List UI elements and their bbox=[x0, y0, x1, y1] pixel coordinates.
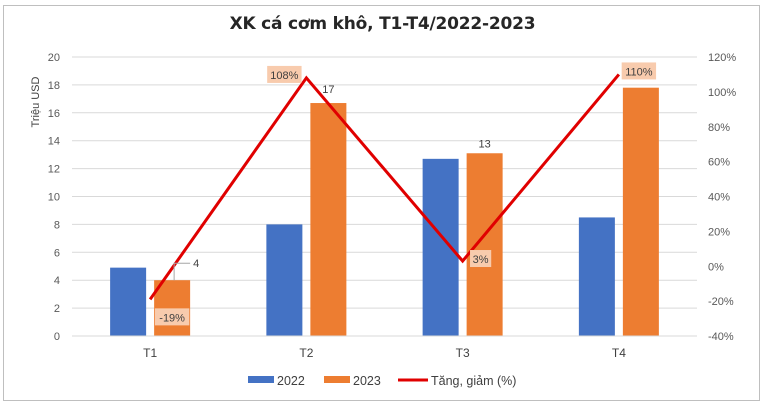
line-label-box bbox=[267, 65, 302, 83]
line-label-box bbox=[621, 62, 657, 80]
left-tick-label: 8 bbox=[54, 219, 60, 231]
leader-line bbox=[173, 262, 191, 281]
category-label: T3 bbox=[456, 346, 470, 360]
right-tick-label: 0% bbox=[708, 261, 724, 273]
growth-line-path bbox=[148, 73, 621, 301]
bar-2023-T4 bbox=[622, 87, 659, 336]
legend-label: 2023 bbox=[353, 374, 381, 388]
right-tick-label: 120% bbox=[708, 52, 736, 64]
category-labels: T1 T2 T3 T4 bbox=[143, 346, 626, 360]
left-axis-ticks: 0 2 4 6 8 10 12 14 16 18 20 bbox=[48, 52, 60, 343]
category-label: T4 bbox=[612, 346, 626, 360]
legend-label: 2022 bbox=[277, 374, 305, 388]
bar-2022-T1 bbox=[110, 267, 147, 336]
bar-data-label: 17 bbox=[322, 84, 334, 96]
right-tick-label: 100% bbox=[708, 87, 736, 99]
left-tick-label: 0 bbox=[54, 331, 60, 343]
right-tick-label: -20% bbox=[708, 296, 734, 308]
bar-data-label: 4 bbox=[193, 258, 199, 270]
bar-2022-T4 bbox=[578, 217, 615, 336]
legend: 2022 2023 Tăng, giảm (%) bbox=[248, 374, 516, 388]
bar-2023-T2 bbox=[310, 103, 347, 336]
left-tick-label: 10 bbox=[48, 192, 60, 204]
chart-title: XK cá cơm khô, T1-T4/2022-2023 bbox=[229, 14, 536, 34]
category-label: T1 bbox=[143, 346, 157, 360]
line-data-label: 3% bbox=[473, 254, 489, 266]
line-data-label: 110% bbox=[625, 66, 653, 78]
legend-swatch-2023 bbox=[324, 376, 350, 383]
legend-swatch-2022 bbox=[248, 376, 274, 383]
right-tick-label: 20% bbox=[708, 226, 730, 238]
left-tick-label: 4 bbox=[54, 275, 60, 287]
left-tick-label: 6 bbox=[54, 247, 60, 259]
legend-label: Tăng, giảm (%) bbox=[431, 374, 516, 388]
data-labels: 4 17 13 -19% 108% 3% 110% bbox=[154, 62, 657, 326]
left-tick-label: 18 bbox=[48, 80, 60, 92]
right-tick-label: -40% bbox=[708, 331, 734, 343]
line-data-label: -19% bbox=[159, 312, 185, 324]
left-tick-label: 20 bbox=[48, 52, 60, 64]
left-tick-label: 14 bbox=[48, 136, 60, 148]
left-tick-label: 16 bbox=[48, 108, 60, 120]
growth-line bbox=[148, 73, 621, 301]
bar-2023-T3 bbox=[466, 153, 503, 336]
y-axis-label: Triệu USD bbox=[30, 76, 42, 127]
line-label-box bbox=[154, 308, 190, 326]
right-axis-ticks: -40% -20% 0% 20% 40% 60% 80% 100% 120% bbox=[708, 52, 736, 343]
bar-data-label: 13 bbox=[479, 138, 491, 150]
line-data-label: 108% bbox=[270, 70, 298, 82]
right-tick-label: 80% bbox=[708, 122, 730, 134]
bar-2023-T1 bbox=[154, 280, 191, 336]
bars bbox=[72, 87, 697, 337]
bar-2022-T3 bbox=[422, 158, 459, 336]
left-tick-label: 2 bbox=[54, 303, 60, 315]
line-label-box bbox=[470, 250, 492, 268]
right-tick-label: 60% bbox=[708, 157, 730, 169]
right-tick-label: 40% bbox=[708, 192, 730, 204]
bar-2022-T2 bbox=[266, 224, 303, 336]
left-tick-label: 12 bbox=[48, 164, 60, 176]
category-label: T2 bbox=[299, 346, 313, 360]
